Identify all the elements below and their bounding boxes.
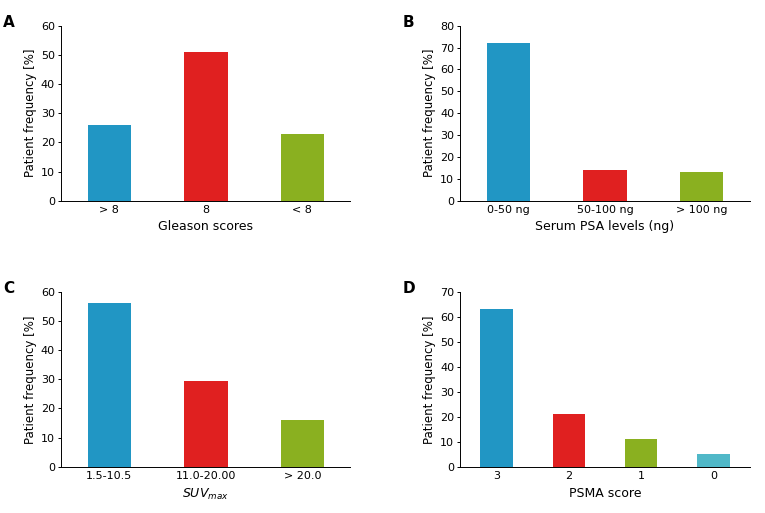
X-axis label: Serum PSA levels (ng): Serum PSA levels (ng): [536, 221, 675, 233]
X-axis label: SUV$_\mathregular{max}$: SUV$_\mathregular{max}$: [182, 486, 230, 502]
Bar: [480, 309, 513, 467]
Text: D: D: [402, 281, 415, 296]
Bar: [697, 455, 730, 467]
Text: B: B: [402, 15, 414, 30]
Bar: [184, 52, 227, 201]
Bar: [281, 133, 324, 201]
Y-axis label: Patient frequency [%]: Patient frequency [%]: [423, 315, 436, 444]
X-axis label: PSMA score: PSMA score: [569, 486, 641, 500]
Bar: [552, 415, 585, 467]
Text: C: C: [3, 281, 15, 296]
Bar: [584, 170, 627, 201]
Text: A: A: [3, 15, 15, 30]
Bar: [625, 439, 657, 467]
Bar: [88, 303, 131, 467]
Bar: [184, 381, 227, 467]
Y-axis label: Patient frequency [%]: Patient frequency [%]: [24, 315, 37, 444]
Bar: [680, 172, 723, 201]
Bar: [88, 125, 131, 201]
Bar: [281, 420, 324, 467]
Bar: [487, 43, 530, 201]
X-axis label: Gleason scores: Gleason scores: [158, 221, 253, 233]
Y-axis label: Patient frequency [%]: Patient frequency [%]: [423, 49, 436, 177]
Y-axis label: Patient frequency [%]: Patient frequency [%]: [24, 49, 37, 177]
